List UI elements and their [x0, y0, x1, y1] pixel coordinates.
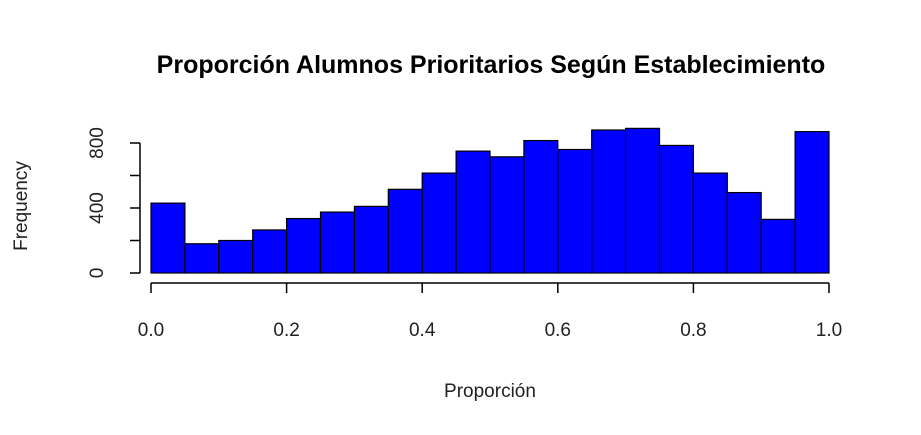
x-tick-label: 1.0: [816, 320, 842, 341]
y-tick-label: 400: [87, 192, 108, 224]
bars-layer: [150, 127, 830, 274]
histogram-bar: [692, 172, 728, 274]
histogram-bar: [286, 217, 322, 274]
histogram-bar: [455, 150, 491, 274]
histogram-bar: [591, 129, 627, 274]
histogram-bar: [624, 127, 661, 274]
histogram-bar: [760, 218, 796, 274]
histogram-bar: [319, 211, 356, 274]
histogram-bar: [658, 144, 695, 274]
x-tick-label: 0.8: [680, 320, 706, 341]
histogram-bar: [523, 139, 559, 274]
x-axis: 0.0 0.2 0.4 0.6 0.8 1.0: [138, 282, 842, 341]
x-tick-label: 0.2: [273, 320, 299, 341]
y-axis-label: Frequency: [11, 161, 32, 251]
histogram-bar: [726, 191, 762, 274]
histogram-bar: [150, 202, 186, 274]
histogram-bar: [353, 205, 389, 274]
x-tick-label: 0.4: [409, 320, 436, 341]
histogram-bar: [489, 156, 525, 274]
x-axis-label: Proporción: [444, 381, 536, 402]
y-axis: 0 400 800: [87, 127, 141, 279]
chart-title: Proporción Alumnos Prioritarios Según Es…: [157, 51, 826, 79]
x-tick-label: 0.6: [545, 320, 571, 341]
histogram-bar: [184, 243, 220, 274]
histogram-bar: [557, 148, 593, 274]
histogram-bar: [252, 229, 288, 274]
y-tick-label: 800: [87, 127, 108, 159]
histogram-bar: [387, 188, 423, 274]
histogram-bar: [794, 131, 830, 274]
y-tick-label: 0: [87, 268, 108, 279]
histogram-bar: [218, 239, 254, 274]
x-tick-label: 0.0: [138, 320, 164, 341]
histogram-bar: [421, 172, 457, 274]
